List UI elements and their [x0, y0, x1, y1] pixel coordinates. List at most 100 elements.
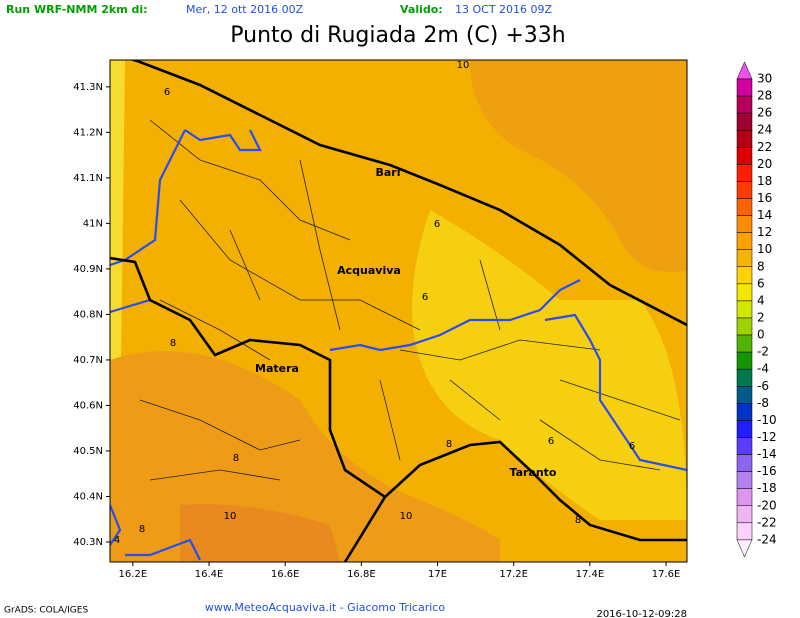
colorbar-swatch [736, 351, 753, 370]
lat-tick-label: 40.3N [73, 537, 103, 548]
contour-label: 10 [400, 511, 413, 522]
colorbar-swatch [736, 454, 753, 472]
contour-label: 8 [233, 453, 239, 464]
colorbar-swatch [736, 215, 753, 233]
lat-tick-label: 40.5N [73, 446, 103, 457]
lon-tick-label: 16.4E [195, 569, 224, 580]
colorbar-label: -4 [757, 362, 769, 376]
colorbar-label: -22 [757, 515, 777, 529]
colorbar-arrow [736, 61, 753, 80]
lat-tick-label: 40.7N [73, 355, 103, 366]
lon-tick-label: 17.4E [576, 569, 605, 580]
footer-credit: GrADS: COLA/IGES [4, 606, 88, 616]
map [110, 60, 687, 562]
place-label: Matera [255, 362, 299, 375]
contour-label: 6 [422, 292, 428, 303]
colorbar-swatch [736, 488, 753, 506]
run-date: Mer, 12 ott 2016 00Z [186, 3, 304, 16]
contour-label: 4 [114, 535, 120, 546]
colorbar-swatch [736, 266, 753, 285]
lat-tick-label: 41.1N [73, 173, 103, 184]
colorbar-swatch [736, 471, 753, 489]
contour-label: 8 [575, 515, 581, 526]
place-label: Bari [375, 166, 400, 179]
lat-tick-label: 41.3N [73, 82, 103, 93]
contour-label: 10 [457, 60, 470, 71]
lon-tick-label: 17E [428, 569, 447, 580]
colorbar-label: 24 [757, 123, 772, 137]
lat-tick-label: 40.6N [73, 400, 103, 411]
title: Punto di Rugiada 2m (C) +33h [230, 23, 565, 48]
colorbar-swatch [736, 522, 753, 541]
colorbar-label: -14 [757, 447, 777, 461]
colorbar-swatch [736, 386, 753, 404]
contour-label: 6 [629, 441, 635, 452]
contour-label: 6 [548, 436, 554, 447]
colorbar-swatch [736, 437, 753, 455]
region-border [110, 129, 687, 561]
colorbar-swatch [736, 334, 753, 353]
field [180, 504, 340, 562]
colorbar-label: -8 [757, 396, 769, 410]
colorbar-swatch [736, 147, 753, 165]
valid-date: 13 OCT 2016 09Z [455, 3, 553, 16]
colorbar-label: 20 [757, 157, 772, 171]
colorbar-swatch [736, 300, 753, 319]
colorbar-swatch [736, 78, 753, 97]
field [470, 60, 687, 272]
colorbar-label: 16 [757, 191, 772, 205]
map-frame [109, 59, 688, 563]
colorbar-swatch [736, 505, 753, 524]
colorbar-swatch [736, 403, 753, 421]
colorbar-label: -24 [757, 532, 777, 546]
contour-label: 8 [170, 338, 176, 349]
colorbar-label: 12 [757, 225, 772, 239]
colorbar-swatch [736, 164, 753, 182]
colorbar-label: -6 [757, 379, 769, 393]
lat-tick-label: 40.4N [73, 491, 103, 502]
colorbar-label: -18 [757, 481, 777, 495]
colorbar-label: 4 [757, 293, 765, 307]
colorbar-swatch [736, 112, 753, 131]
colorbar-label: 30 [757, 72, 772, 86]
colorbar-label: 18 [757, 174, 772, 188]
colorbar-label: 0 [757, 328, 765, 342]
colorbar-label: 8 [757, 259, 765, 273]
colorbar-swatch [736, 420, 753, 438]
lat-tick-label: 40.9N [73, 264, 103, 275]
colorbar-label: -20 [757, 498, 777, 512]
contour-label: 6 [434, 219, 440, 230]
lat-tick-label: 41N [83, 218, 103, 229]
contour-label: 6 [164, 87, 170, 98]
lon-tick-label: 17.2E [499, 569, 528, 580]
lon-tick-label: 16.8E [347, 569, 376, 580]
colorbar-label: -10 [757, 413, 777, 427]
lon-tick-label: 17.6E [652, 569, 681, 580]
colorbar-swatch [736, 317, 753, 336]
contour-label: 8 [139, 524, 145, 535]
place-label: Acquaviva [337, 264, 401, 277]
lon-tick-label: 16.2E [119, 569, 148, 580]
colorbar-label: 2 [757, 310, 765, 324]
colorbar-label: 28 [757, 89, 772, 103]
lat-tick-label: 41.2N [73, 127, 103, 138]
coastline [110, 256, 687, 562]
contour-label: 10 [224, 511, 237, 522]
lat-tick-label: 40.8N [73, 309, 103, 320]
colorbar-label: 14 [757, 208, 772, 222]
colorbar-swatch [736, 283, 753, 302]
colorbar-label: -16 [757, 464, 777, 478]
footer-stamp: 2016-10-12-09:28 [596, 609, 687, 618]
colorbar-label: 22 [757, 140, 772, 154]
field [412, 210, 687, 520]
colorbar-swatch [736, 368, 753, 387]
footer-site: www.MeteoAcquaviva.it - Giacomo Tricaric… [205, 601, 445, 614]
colorbar-label: -2 [757, 345, 769, 359]
colorbar-label: -12 [757, 430, 777, 444]
province-border [139, 119, 681, 481]
colorbar-label: 6 [757, 276, 765, 290]
colorbar-swatch [736, 95, 753, 114]
colorbar-arrow [736, 539, 753, 558]
colorbar-swatch [736, 249, 753, 268]
